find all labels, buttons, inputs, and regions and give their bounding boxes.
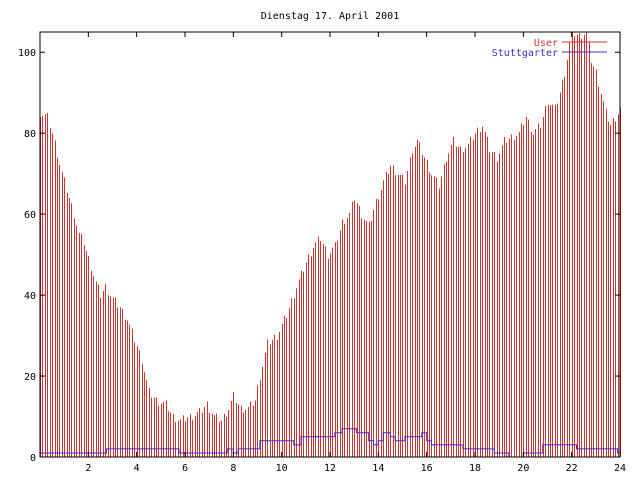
y-tick-label: 60 — [24, 210, 36, 221]
chart-title: Dienstag 17. April 2001 — [261, 11, 399, 22]
legend: User Stuttgarter — [492, 38, 607, 59]
y-axis-ticks: 0 20 40 60 80 100 — [18, 48, 620, 464]
user-series-impulses — [40, 32, 621, 457]
x-tick-label: 10 — [276, 463, 288, 474]
x-tick-label: 12 — [324, 463, 336, 474]
x-tick-label: 2 — [85, 463, 91, 474]
y-tick-label: 80 — [24, 129, 36, 140]
x-tick-label: 6 — [182, 463, 188, 474]
y-tick-label: 100 — [18, 48, 36, 59]
x-tick-label: 16 — [421, 463, 433, 474]
x-tick-label: 4 — [134, 463, 140, 474]
x-tick-label: 20 — [517, 463, 529, 474]
legend-label-user: User — [534, 38, 558, 49]
x-tick-label: 24 — [614, 463, 626, 474]
x-tick-label: 18 — [469, 463, 481, 474]
y-tick-label: 20 — [24, 372, 36, 383]
y-tick-label: 40 — [24, 291, 36, 302]
x-tick-label: 22 — [566, 463, 578, 474]
x-axis-ticks: 2 4 6 8 10 12 14 16 18 20 22 24 — [85, 32, 626, 474]
x-tick-label: 8 — [230, 463, 236, 474]
legend-label-stuttgarter: Stuttgarter — [492, 48, 558, 59]
y-tick-label: 0 — [30, 453, 36, 464]
x-tick-label: 14 — [372, 463, 384, 474]
